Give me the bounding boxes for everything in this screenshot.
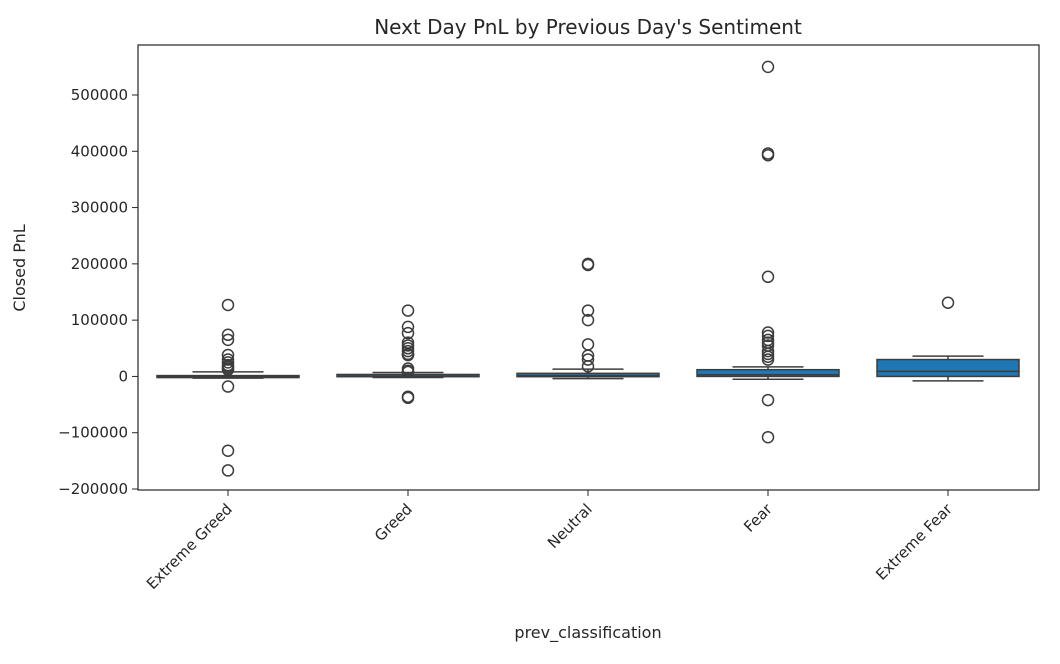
x-tick-label: Extreme Fear	[872, 500, 956, 584]
outlier-point	[401, 365, 415, 379]
outlier-point	[401, 320, 415, 334]
chart-title: Next Day PnL by Previous Day's Sentiment	[374, 15, 802, 39]
y-axis-label: Closed PnL	[10, 224, 29, 311]
x-tick-label: Fear	[740, 500, 776, 536]
box-group	[336, 304, 480, 405]
outlier-point	[221, 380, 235, 393]
outlier-point	[941, 296, 955, 309]
outlier-point	[761, 329, 775, 343]
outlier-point	[221, 348, 235, 362]
outlier-point	[221, 333, 235, 347]
plot-area	[156, 60, 1020, 477]
box-iqr	[696, 368, 840, 378]
outlier-point	[761, 353, 775, 366]
x-tick-label: Neutral	[544, 500, 596, 552]
outlier-point	[221, 464, 235, 477]
outlier-point	[761, 326, 775, 339]
outlier-point	[581, 313, 595, 327]
box-group	[876, 296, 1020, 382]
outlier-point	[761, 393, 775, 407]
outlier-point	[761, 430, 775, 444]
outlier-point	[581, 338, 595, 351]
outlier-point	[581, 258, 595, 272]
outlier-point	[761, 60, 775, 74]
x-tick-label: Extreme Greed	[143, 500, 236, 593]
outlier-point	[581, 304, 595, 317]
y-tick-label: 200000	[71, 255, 128, 273]
x-axis-label: prev_classification	[514, 623, 661, 643]
y-tick-label: −100000	[58, 424, 128, 442]
outlier-point	[581, 353, 595, 366]
x-tick-label: Greed	[371, 500, 416, 545]
outlier-point	[221, 328, 235, 342]
outlier-point	[581, 360, 595, 373]
outlier-point	[221, 444, 235, 457]
outlier-point	[761, 148, 775, 162]
plot-frame	[137, 44, 1040, 491]
y-tick-label: 300000	[71, 199, 128, 217]
box-group	[156, 298, 300, 477]
box-iqr	[876, 358, 1020, 378]
y-tick-label: 100000	[71, 311, 128, 329]
outlier-point	[401, 348, 415, 362]
outlier-point	[221, 298, 235, 312]
outlier-point	[221, 363, 235, 376]
outlier-point	[401, 326, 415, 340]
y-tick-label: 500000	[71, 86, 128, 104]
box-group	[516, 257, 660, 380]
y-tick-label: −200000	[58, 480, 128, 498]
outlier-point	[401, 391, 415, 405]
box-group	[696, 60, 840, 444]
outlier-point	[401, 304, 415, 317]
outlier-point	[761, 270, 775, 284]
y-tick-label: 400000	[71, 142, 128, 160]
y-tick-label: 0	[118, 367, 128, 385]
